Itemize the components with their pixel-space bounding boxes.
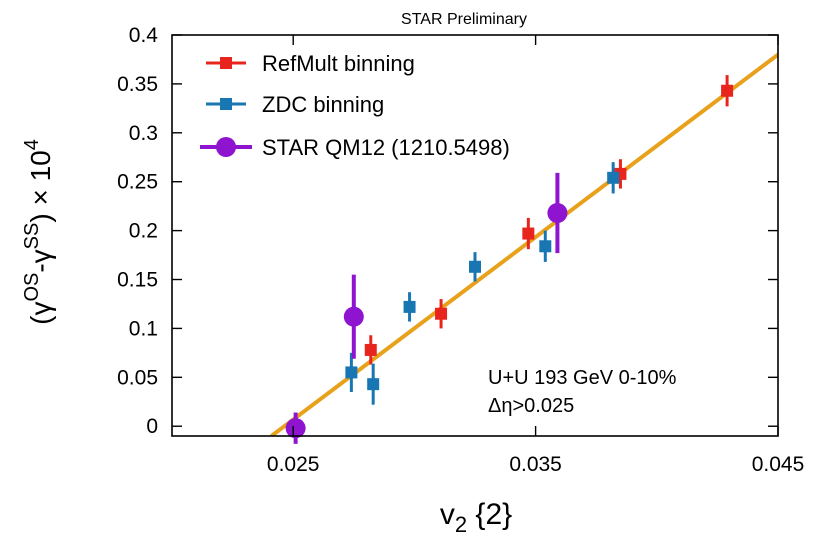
y-axis-label-sup-4: 4 [21,139,43,150]
data-point [522,227,535,240]
axis-ticks: 0 0.05 0.1 0.15 0.2 0.25 0.3 0.35 0.4 0.025 0.035 0… [117,24,804,476]
plot-frame [171,34,779,437]
data-point [285,418,306,439]
y-tick-label: 0.25 [117,171,158,194]
data-point [469,260,481,273]
y-tick-label: 0.05 [117,366,158,389]
y-tick-label: 0.4 [129,24,159,47]
data-point [539,240,552,253]
data-point [721,84,734,97]
chart-title: STAR Preliminary [401,11,527,28]
y-axis-label-pre: (γ [25,302,56,325]
y-axis-label-sup-os: OS [21,273,43,302]
x-axis-label-subscript: 2 [455,512,467,537]
y-axis-label-post: ) × 10 [25,150,56,222]
x-axis-label: v2 {2} [440,498,512,537]
series-0 [364,75,734,365]
series-1 [345,162,620,405]
x-tick-label: 0.035 [509,453,562,476]
y-tick-label: 0 [146,415,158,438]
data-point [364,343,377,356]
x-tick-label: 0.025 [267,453,320,476]
x-axis-label-tail: {2} [467,498,512,531]
data-points-layer [285,75,734,444]
data-point [403,300,416,313]
legend-zdc-label: ZDC binning [262,92,384,117]
data-point [343,306,364,327]
y-tick-label: 0.2 [129,220,158,243]
y-axis-label-sup-ss: SS [21,223,43,250]
legend-qm12-label: STAR QM12 (1210.5498) [262,135,510,160]
x-axis-label-main: v [440,498,455,531]
data-point [435,307,448,320]
x-tick-label: 0.045 [752,453,805,476]
legend: RefMult binning ZDC binning STAR QM12 (1… [200,51,510,160]
data-point [345,366,358,379]
y-axis-label: (γOS-γSS) × 104 [21,139,56,325]
annotation-system: U+U 193 GeV 0-10% [488,367,677,389]
y-axis-label-mid: -γ [25,249,56,272]
y-tick-label: 0.1 [129,317,158,340]
y-tick-label: 0.35 [117,73,158,96]
legend-qm12-marker [216,137,236,157]
annotation-eta-cut: Δη>0.025 [488,395,574,417]
data-point [607,171,620,184]
legend-refmult-label: RefMult binning [262,51,415,76]
series-2 [285,172,568,444]
legend-zdc-marker [220,98,232,110]
data-point [367,378,380,391]
data-point [547,203,568,224]
legend-refmult-marker [220,57,232,69]
y-tick-label: 0.15 [117,269,158,292]
y-tick-label: 0.3 [129,122,158,145]
